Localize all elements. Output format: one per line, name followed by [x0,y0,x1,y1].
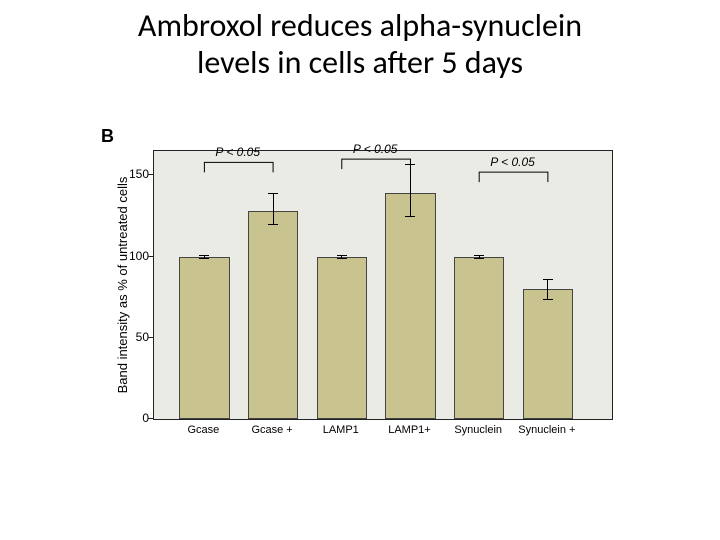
error-cap [543,279,553,280]
y-tick [148,337,153,338]
error-cap [268,224,278,225]
error-cap [337,258,347,259]
x-tick-label: Synuclein + [518,424,575,436]
panel-letter: B [101,126,114,147]
bar [317,257,367,419]
error-cap [268,193,278,194]
bar [523,289,573,419]
error-cap [474,255,484,256]
x-tick-label: Gcase + [251,424,292,436]
title-line-2: levels in cells after 5 days [197,43,523,82]
significance-label: P < 0.05 [490,155,535,169]
bar [454,257,504,419]
error-cap [474,258,484,259]
y-tick [148,174,153,175]
error-bar [410,164,411,216]
error-cap [199,258,209,259]
x-tick-label: Synuclein [454,424,502,436]
x-tick-label: LAMP1 [323,424,359,436]
bar [248,211,298,419]
y-tick-label: 100 [121,249,149,263]
error-cap [405,216,415,217]
y-tick [148,418,153,419]
bar [385,193,435,419]
x-tick-label: Gcase [187,424,219,436]
y-tick-label: 50 [121,330,149,344]
error-cap [199,255,209,256]
error-bar [547,279,548,298]
slide-title: Ambroxol reduces alpha-synuclein levels … [0,8,720,82]
significance-label: P < 0.05 [353,142,398,156]
bar [179,257,229,419]
chart-plot-area [153,150,613,420]
y-tick-label: 150 [121,167,149,181]
error-cap [337,255,347,256]
error-bar [273,193,274,224]
significance-label: P < 0.05 [215,145,260,159]
y-axis-label: Band intensity as % of untreated cells [115,150,130,420]
x-tick-label: LAMP1+ [388,424,431,436]
y-tick [148,256,153,257]
error-cap [405,164,415,165]
figure-panel: B Band intensity as % of untreated cells… [95,120,625,470]
y-tick-label: 0 [121,411,149,425]
error-cap [543,299,553,300]
title-line-1: Ambroxol reduces alpha-synuclein [138,6,582,45]
